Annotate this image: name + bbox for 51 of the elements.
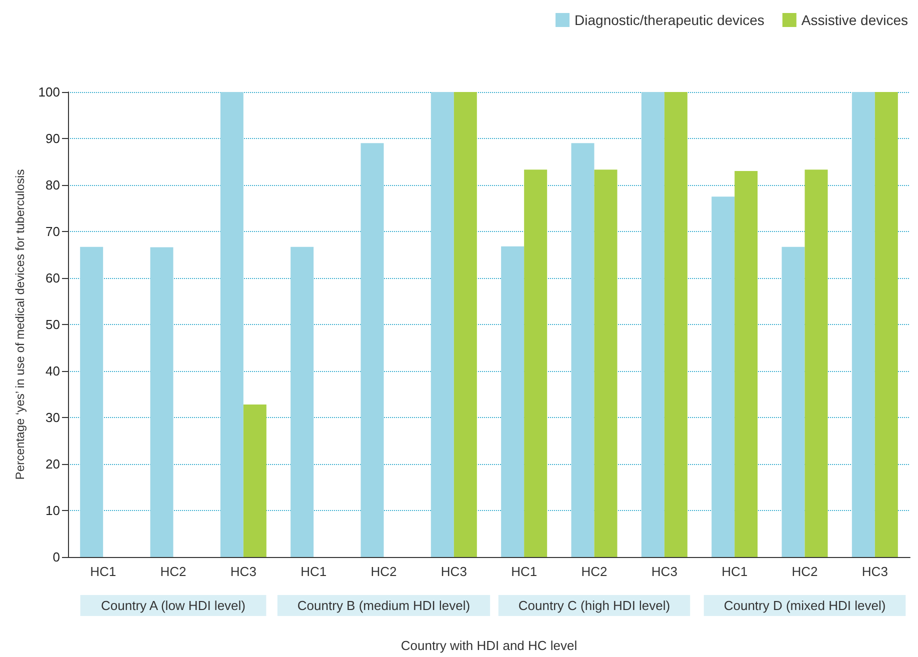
bar <box>874 92 898 557</box>
bar <box>524 170 548 557</box>
bar <box>454 92 477 557</box>
bar <box>804 170 828 557</box>
x-tick-label: HC3 <box>230 564 256 579</box>
legend-label: Diagnostic/therapeutic devices <box>574 12 764 28</box>
bar <box>571 143 594 557</box>
y-tick-label: 70 <box>46 224 60 239</box>
x-tick-label: HC3 <box>440 564 467 579</box>
x-axis-title: Country with HDI and HC level <box>400 638 578 653</box>
x-tick-label: HC1 <box>722 564 748 579</box>
bar <box>712 196 735 557</box>
bar <box>150 247 174 557</box>
bar <box>360 143 384 557</box>
legend-label: Assistive devices <box>801 12 908 28</box>
text: Country B (medium HDI level) <box>297 598 470 613</box>
bar <box>80 246 104 557</box>
bar <box>664 92 688 557</box>
y-tick-label: 90 <box>46 131 60 146</box>
y-tick-label: 20 <box>46 456 60 472</box>
x-tick-label: HC2 <box>160 564 186 579</box>
y-tick-label: 0 <box>52 550 60 564</box>
x-tick-label: HC3 <box>651 564 678 579</box>
text: Country A (low HDI level) <box>101 598 246 613</box>
bar <box>594 170 618 557</box>
bar <box>290 246 314 557</box>
x-tick-label: HC2 <box>792 564 818 579</box>
y-tick-label: 60 <box>46 270 60 286</box>
bar <box>501 246 524 557</box>
y-axis-title: Percentage ‘yes’ in use of medical devices for tuberculosis <box>13 169 27 480</box>
x-tick-label: HC1 <box>300 564 327 579</box>
x-tick-label: HC1 <box>90 564 116 579</box>
y-tick-label: 30 <box>46 410 60 425</box>
bar <box>852 92 875 557</box>
y-tick-label: 10 <box>46 503 60 518</box>
x-tick-label: HC2 <box>581 564 608 579</box>
y-tick-label: 80 <box>46 178 60 192</box>
bar <box>243 404 266 557</box>
y-tick-label: 100 <box>38 84 60 100</box>
y-tick-label: 50 <box>46 317 60 332</box>
bar <box>220 92 244 557</box>
bar <box>734 171 758 557</box>
bar <box>641 92 664 557</box>
x-tick-label: HC1 <box>511 564 538 579</box>
text: Country D (mixed HDI level) <box>724 598 886 613</box>
x-tick-label: HC2 <box>370 564 397 579</box>
y-tick-label: 40 <box>46 364 60 378</box>
text: Country C (high HDI level) <box>518 598 670 613</box>
bar <box>430 92 454 557</box>
bar <box>782 246 805 557</box>
x-tick-label: HC3 <box>862 564 888 579</box>
